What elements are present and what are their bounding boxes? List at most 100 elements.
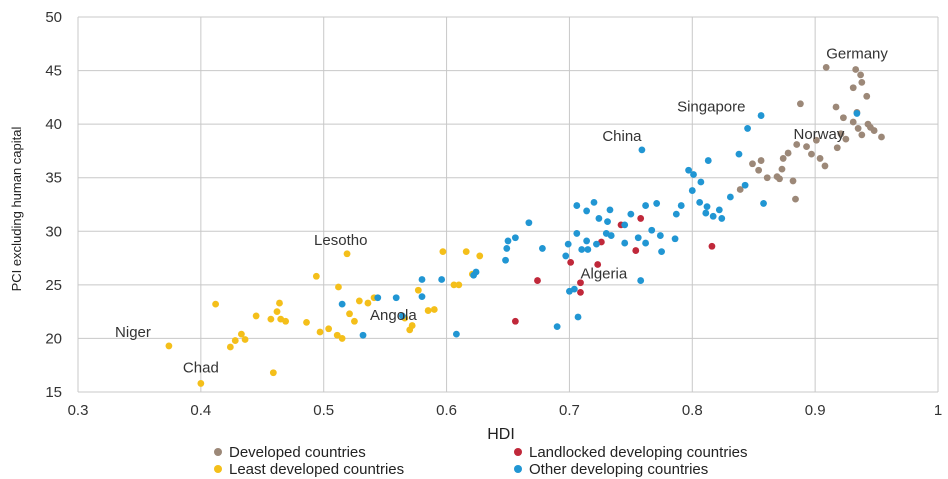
data-point	[638, 146, 646, 154]
data-point	[857, 71, 864, 79]
data-point	[642, 202, 649, 209]
data-point	[726, 193, 734, 201]
data-point	[577, 279, 584, 287]
data-point	[578, 246, 586, 253]
x-tick-label: 0.7	[559, 402, 580, 419]
data-point	[346, 310, 353, 318]
data-point	[696, 198, 704, 206]
data-point	[671, 235, 679, 243]
legend: Developed countries Landlocked developin…	[214, 444, 748, 478]
data-point	[438, 276, 446, 283]
data-point	[821, 162, 829, 170]
data-point	[303, 318, 310, 326]
data-point	[241, 336, 249, 343]
data-point	[333, 331, 341, 339]
data-point	[430, 306, 438, 313]
data-point	[757, 157, 765, 164]
x-tick-label: 0.6	[436, 402, 457, 419]
data-point	[414, 286, 422, 294]
data-point	[226, 343, 234, 351]
data-point	[606, 206, 614, 214]
data-point	[637, 277, 645, 284]
grid-lines	[77, 16, 939, 393]
data-point	[252, 312, 260, 320]
legend-marker-landlocked	[514, 448, 522, 456]
data-point	[779, 155, 787, 162]
data-point	[812, 136, 820, 144]
data-point	[793, 141, 801, 148]
data-point	[511, 317, 519, 325]
data-point	[621, 221, 629, 229]
data-point	[583, 207, 591, 215]
data-point	[607, 232, 615, 239]
data-point	[863, 92, 871, 100]
y-tick-label: 50	[45, 9, 62, 26]
data-point	[715, 206, 723, 214]
data-point	[338, 300, 346, 308]
data-point	[637, 215, 645, 222]
data-point	[672, 210, 680, 218]
data-point	[840, 114, 847, 122]
data-point	[359, 331, 367, 339]
data-point	[502, 256, 509, 264]
data-point	[316, 328, 324, 336]
legend-label-least-developed: Least developed countries	[229, 461, 404, 478]
data-point	[238, 330, 245, 338]
x-axis-label: HDI	[487, 426, 515, 443]
y-tick-label: 30	[45, 223, 62, 240]
data-point	[197, 380, 205, 387]
data-point	[590, 198, 598, 206]
data-point	[406, 326, 414, 334]
data-point	[335, 283, 342, 291]
data-point	[364, 299, 372, 307]
data-point	[577, 288, 584, 296]
data-point	[632, 247, 640, 254]
data-point	[392, 294, 400, 302]
data-point	[282, 317, 290, 325]
series-0	[736, 63, 885, 203]
data-point	[853, 110, 861, 117]
data-point	[852, 66, 860, 73]
data-point	[476, 252, 484, 260]
data-point	[343, 250, 351, 258]
annotation-label: Lesotho	[314, 232, 367, 249]
data-point	[797, 100, 804, 108]
data-point	[808, 150, 815, 158]
data-point	[677, 202, 685, 209]
data-point	[718, 215, 726, 222]
data-point	[312, 272, 320, 280]
data-point	[776, 175, 783, 183]
data-point	[398, 312, 406, 320]
x-tick-label: 0.4	[190, 402, 211, 419]
legend-item-developed: Developed countries	[214, 444, 366, 461]
data-point	[570, 285, 578, 293]
annotation-label: Algeria	[580, 266, 627, 283]
data-point	[854, 125, 862, 132]
data-point	[418, 293, 426, 301]
series-2	[165, 248, 484, 387]
x-tick-label: 0.5	[313, 402, 334, 419]
data-point	[165, 342, 173, 350]
data-point	[658, 248, 665, 256]
x-tick-label: 0.8	[682, 402, 703, 419]
x-tick-label: 0.9	[805, 402, 826, 419]
data-point	[792, 195, 799, 203]
data-point	[573, 202, 581, 209]
legend-marker-other-developing	[514, 465, 522, 473]
data-point	[832, 103, 840, 111]
legend-marker-developed	[214, 448, 222, 456]
legend-marker-least-developed	[214, 465, 222, 473]
data-point	[539, 245, 546, 252]
data-point	[685, 166, 692, 174]
data-point	[708, 242, 716, 250]
y-axis-label: PCI excluding human capital	[9, 127, 24, 292]
annotation-label: Chad	[183, 359, 219, 376]
data-point	[503, 245, 511, 252]
data-point	[273, 308, 281, 316]
data-point	[744, 125, 751, 132]
data-point	[741, 181, 749, 189]
data-point	[593, 240, 600, 248]
data-point	[553, 323, 561, 331]
data-point	[757, 112, 765, 119]
data-point	[453, 330, 460, 338]
